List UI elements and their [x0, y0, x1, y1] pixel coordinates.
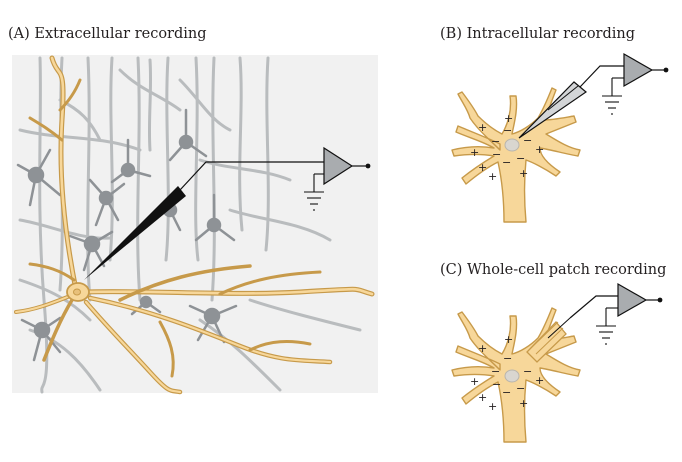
background-neurons: [16, 108, 238, 362]
minus-sign: −: [516, 152, 525, 165]
minus-sign: −: [502, 156, 511, 169]
plus-sign: +: [535, 143, 544, 156]
panel-b-label: (B) Intracellular recording: [440, 26, 636, 42]
panel-b-illustration: + + + + + + + − − − − − −: [451, 52, 669, 223]
plus-sign: +: [470, 375, 479, 388]
plus-sign: +: [519, 167, 528, 180]
extracellular-electrode: [84, 186, 186, 280]
ground-c: [596, 307, 618, 345]
plus-sign: +: [519, 397, 528, 410]
minus-sign: −: [492, 378, 501, 391]
plus-sign: +: [488, 400, 497, 413]
ground-a: [304, 173, 324, 211]
minus-sign: −: [523, 365, 532, 378]
charge-signs-b: + + + + + + + − − − − − −: [470, 112, 544, 183]
plus-sign: +: [478, 342, 487, 355]
plus-sign: +: [504, 333, 513, 346]
panel-a-label: (A) Extracellular recording: [8, 26, 207, 42]
charge-signs-c: + + + + + + + − − − − − −: [470, 333, 544, 413]
pipette-wire: [547, 85, 579, 111]
minus-sign: −: [491, 135, 500, 148]
electrode-wire-b: [579, 65, 624, 88]
minus-sign: −: [523, 134, 532, 147]
plus-sign: +: [478, 391, 487, 404]
recorded-neuron: [14, 55, 375, 395]
neuron-b: [451, 87, 581, 223]
minus-sign: −: [491, 365, 500, 378]
panel-a-illustration: [12, 55, 378, 395]
plus-sign: +: [470, 146, 479, 159]
panel-c-label: (C) Whole-cell patch recording: [440, 262, 667, 278]
ground-b: [602, 77, 624, 115]
amplifier-b: [623, 52, 654, 88]
output-terminal-c: [657, 297, 663, 303]
amplifier-c: [617, 282, 648, 318]
panel-c-illustration: + + + + + + + − − − − − −: [451, 282, 663, 443]
plus-sign: +: [478, 121, 487, 134]
patch-pipette: [526, 321, 567, 363]
minus-sign: −: [502, 386, 511, 399]
patch-pipette-walls: [530, 321, 564, 355]
patch-pipette-wire: [547, 317, 571, 339]
plus-sign: +: [488, 170, 497, 183]
minus-sign: −: [503, 124, 512, 137]
output-terminal-b: [663, 67, 669, 73]
plus-sign: +: [535, 374, 544, 387]
output-terminal-a: [365, 163, 371, 169]
minus-sign: −: [516, 382, 525, 395]
amplifier-a: [323, 146, 354, 186]
electrode-wire-c: [569, 295, 618, 319]
plus-sign: +: [504, 112, 513, 125]
plus-sign: +: [478, 161, 487, 174]
minus-sign: −: [503, 352, 512, 365]
minus-sign: −: [492, 148, 501, 161]
electrode-wire-a: [179, 161, 324, 191]
